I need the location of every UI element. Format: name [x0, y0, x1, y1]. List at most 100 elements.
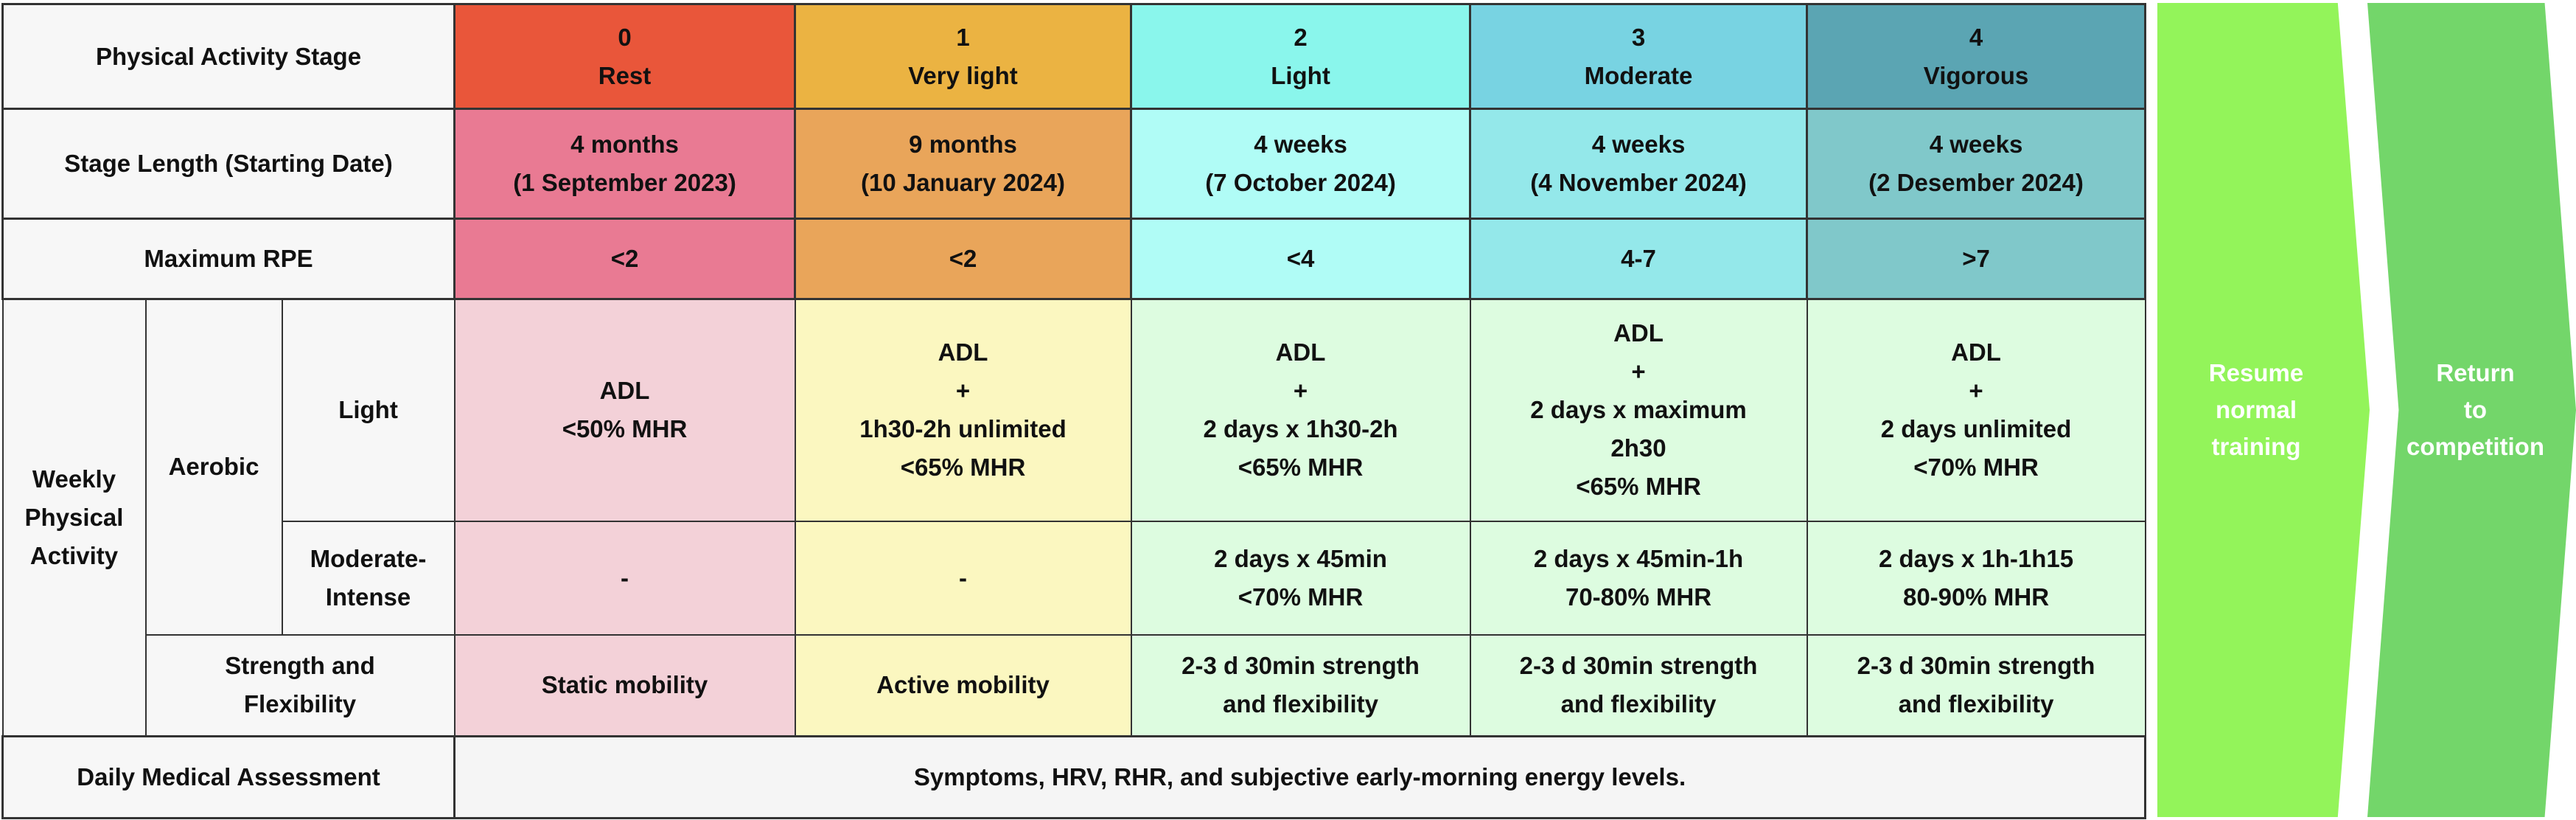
row-stage: Physical Activity Stage 0 Rest 1 Very light…: [1, 3, 2147, 110]
strength-flexibility-2-line: and flexibility: [1223, 690, 1378, 718]
stage-header-0-line: Rest: [598, 61, 652, 89]
strength-flexibility-1: Active mobility: [794, 633, 1132, 737]
aerobic-light-4: ADL +2 days unlimited <70% MHR: [1806, 298, 2146, 522]
aerobic-light-3: ADL +2 days x maximum 2h30 <65% MHR: [1469, 298, 1808, 522]
aerobic-moderate-1-line: -: [959, 563, 968, 591]
stage-length-1-line: (10 January 2024): [861, 169, 1066, 196]
stage-length-3-line: 4 weeks: [1591, 131, 1686, 158]
stage-length-2-line: (7 October 2024): [1205, 169, 1396, 196]
strength-flexibility-2: 2-3 d 30min strength and flexibility: [1130, 633, 1471, 737]
stage-header-3: 3 Moderate: [1469, 3, 1809, 110]
arrow-label-line: competition: [2406, 433, 2544, 460]
strength-flexibility-0: Static mobility: [453, 633, 796, 737]
aerobic-light-3-line: ADL: [1613, 319, 1664, 347]
aerobic-moderate-4-line: 80-90% MHR: [1902, 583, 2050, 611]
max-rpe-3-line: 4-7: [1621, 245, 1656, 272]
aerobic-moderate-2: 2 days x 45min <70% MHR: [1130, 520, 1471, 636]
aerobic-light-1-line: +: [955, 377, 971, 405]
aerobic-light-2-line: <65% MHR: [1238, 454, 1364, 482]
aerobic-moderate-3-line: 2 days x 45min-1h: [1533, 544, 1744, 572]
row-label-moderate-intense: Moderate-Intense: [281, 520, 455, 636]
aerobic-moderate-1: -: [794, 520, 1132, 636]
stage-header-4-line: Vigorous: [1923, 61, 2029, 89]
stage-length-0-line: 4 months: [570, 131, 679, 158]
row-label-aerobic: Aerobic: [144, 298, 283, 636]
strength-flexibility-3-line: and flexibility: [1560, 690, 1717, 718]
stage-header-1: 1 Very light: [794, 3, 1133, 110]
aerobic-moderate-0-line: -: [621, 563, 629, 591]
stage-length-1-line: 9 months: [909, 131, 1017, 158]
row-label-daily: Daily Medical Assessment: [1, 735, 456, 819]
stage-header-0-line: 0: [618, 23, 632, 51]
strength-flexibility-0-line: Static mobility: [541, 671, 708, 699]
max-rpe-2-line: <4: [1286, 245, 1315, 272]
aerobic-light-3-line: <65% MHR: [1576, 473, 1701, 501]
stage-header-2: 2 Light: [1130, 3, 1472, 110]
row-label-light: Light: [281, 298, 455, 522]
stage-length-3-line: (4 November 2024): [1530, 169, 1747, 196]
aerobic-moderate-0: -: [453, 520, 796, 636]
strength-flexibility-4-line: and flexibility: [1898, 690, 2054, 718]
physical-activity-table: Physical Activity Stage 0 Rest 1 Very light…: [1, 3, 2147, 819]
aerobic-light-2: ADL +2 days x 1h30-2h <65% MHR: [1130, 298, 1471, 522]
stage-length-3: 4 weeks (4 November 2024): [1469, 108, 1809, 220]
strength-flexibility-3-line: 2-3 d 30min strength: [1519, 652, 1758, 680]
max-rpe-1-line: <2: [949, 245, 977, 272]
max-rpe-0: <2: [453, 218, 797, 300]
max-rpe-4: >7: [1806, 218, 2147, 300]
arrow-label: Resume normal training: [2209, 355, 2303, 465]
stage-length-0-line: (1 September 2023): [513, 169, 736, 196]
row-label-weekly: Weekly Physical Activity: [1, 298, 147, 737]
row-label-stage: Physical Activity Stage: [1, 3, 456, 110]
aerobic-moderate-4: 2 days x 1h-1h15 80-90% MHR: [1806, 520, 2146, 636]
strength-flexibility-1-line: Active mobility: [876, 671, 1050, 699]
row-label-rpe: Maximum RPE: [1, 218, 456, 300]
aerobic-moderate-3: 2 days x 45min-1h 70-80% MHR: [1469, 520, 1808, 636]
aerobic-light-1: ADL +1h30-2h unlimited <65% MHR: [794, 298, 1132, 522]
row-label-length: Stage Length (Starting Date): [1, 108, 456, 220]
stage-header-1-line: Very light: [908, 61, 1018, 89]
max-rpe-0-line: <2: [610, 245, 639, 272]
aerobic-light-3-line: +: [1631, 358, 1646, 386]
strength-flexibility-4-line: 2-3 d 30min strength: [1857, 652, 2095, 680]
max-rpe-1: <2: [794, 218, 1133, 300]
stage-header-1-line: 1: [956, 23, 970, 51]
aerobic-moderate-4-line: 2 days x 1h-1h15: [1878, 544, 2074, 572]
strength-flexibility-3: 2-3 d 30min strength and flexibility: [1469, 633, 1808, 737]
arrow-label-line: to: [2463, 396, 2488, 423]
aerobic-light-0-line: <50% MHR: [562, 415, 688, 443]
row-length: Stage Length (Starting Date) 4 months (1 …: [1, 108, 2147, 220]
stage-header-0: 0 Rest: [453, 3, 797, 110]
row-rpe: Maximum RPE <2 <2 <4 4-7 >7: [1, 218, 2147, 300]
arrow-label: Return to competition: [2406, 355, 2544, 465]
arrow-label-line: Resume: [2208, 359, 2304, 386]
stage-header-3-line: 3: [1631, 23, 1646, 51]
stage-length-4: 4 weeks (2 Desember 2024): [1806, 108, 2147, 220]
aerobic-light-1-line: 1h30-2h unlimited: [859, 415, 1067, 443]
max-rpe-3: 4-7: [1469, 218, 1809, 300]
stage-header-3-line: Moderate: [1584, 61, 1693, 89]
arrow-label-line: Return: [2436, 359, 2515, 386]
row-label-strength: Strength and Flexibility: [144, 633, 455, 737]
arrow-label-line: normal: [2215, 396, 2297, 423]
row-daily: Daily Medical Assessment Symptoms, HRV, …: [1, 735, 2147, 819]
aerobic-light-4-line: +: [1969, 377, 1983, 405]
aerobic-light-0-line: ADL: [599, 377, 650, 405]
aerobic-light-4-line: 2 days unlimited: [1880, 415, 2072, 443]
stage-header-2-line: Light: [1271, 61, 1330, 89]
max-rpe-2: <4: [1130, 218, 1472, 300]
aerobic-light-1-line: <65% MHR: [900, 454, 1026, 482]
daily-assessment-cell: Symptoms, HRV, RHR, and subjective early…: [453, 735, 2147, 819]
return-to-competition-arrow: Return to competition: [2367, 3, 2576, 817]
strength-flexibility-2-line: 2-3 d 30min strength: [1181, 652, 1420, 680]
stage-length-4-line: 4 weeks: [1929, 131, 2023, 158]
row-strength: Strength and Flexibility Static mobility…: [3, 633, 2146, 737]
aerobic-light-0: ADL <50% MHR: [453, 298, 796, 522]
stage-header-4: 4 Vigorous: [1806, 3, 2147, 110]
row-aerobic-moderate: Moderate-Intense - - 2 days x 45min <70% MH…: [3, 520, 2146, 636]
strength-flexibility-4: 2-3 d 30min strength and flexibility: [1806, 633, 2146, 737]
row-aerobic-light: Weekly Physical Activity Aerobic Light A…: [1, 298, 2146, 737]
stage-length-0: 4 months (1 September 2023): [453, 108, 797, 220]
aerobic-light-3-line: 2h30: [1610, 434, 1666, 462]
aerobic-moderate-2-line: <70% MHR: [1238, 583, 1364, 611]
